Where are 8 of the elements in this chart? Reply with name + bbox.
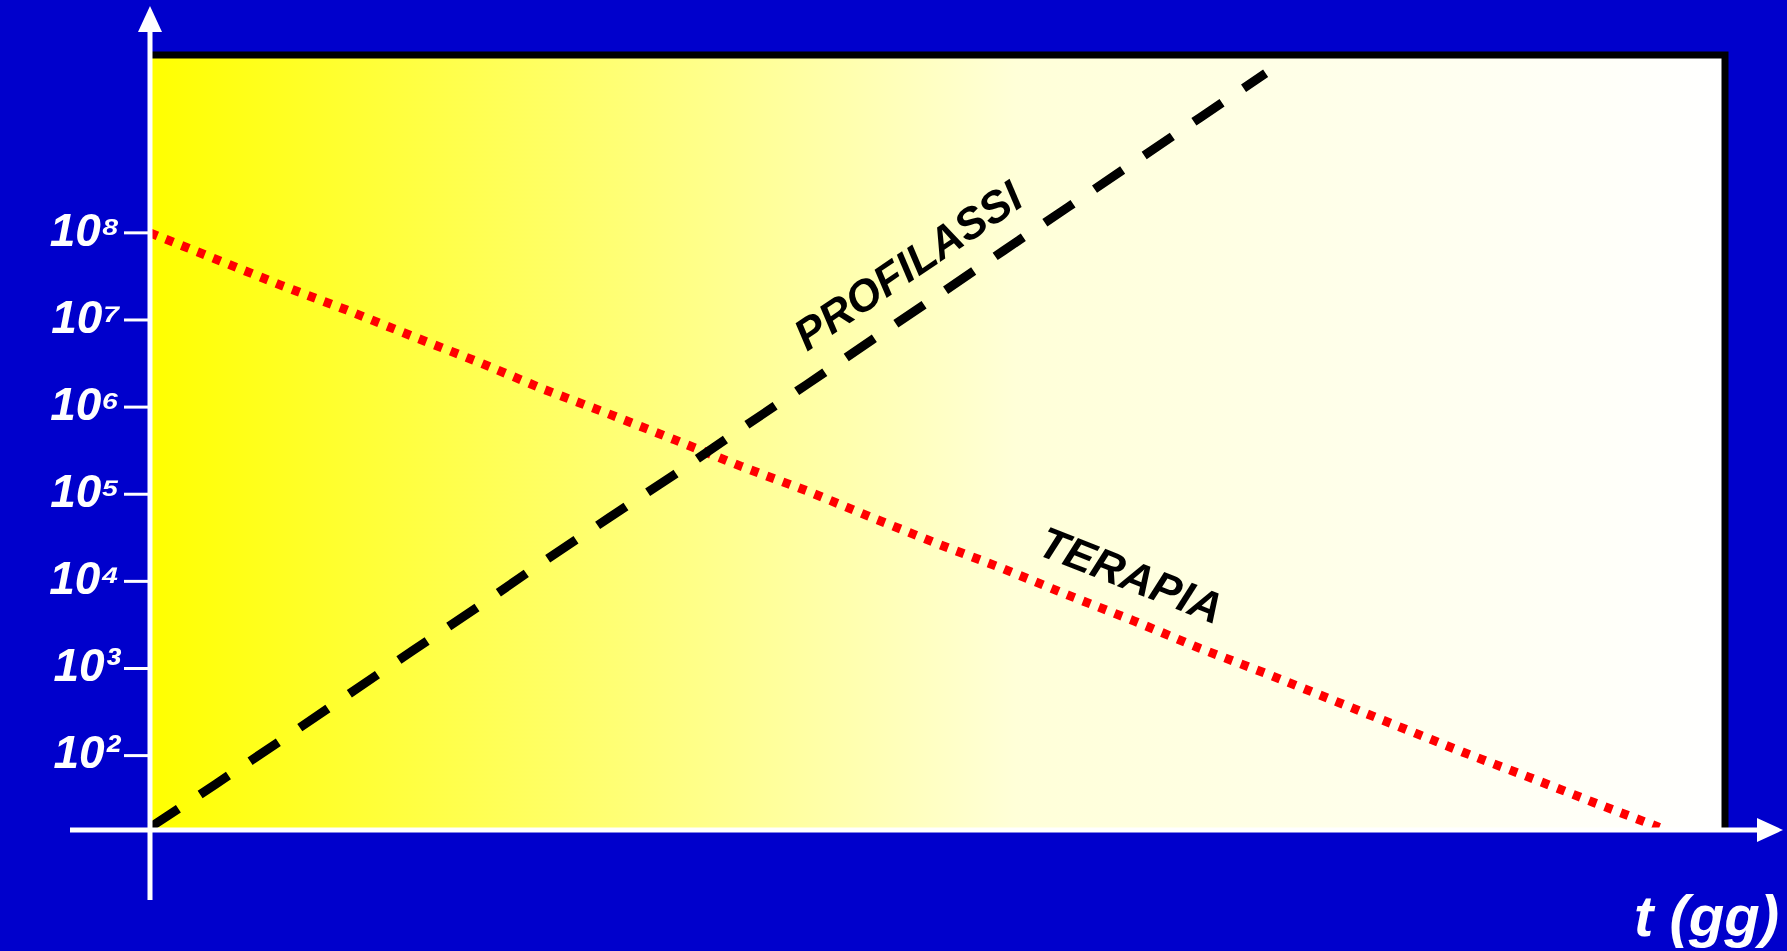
y-tick-label: 10⁵: [50, 464, 120, 517]
y-tick-label: 10²: [53, 726, 122, 779]
y-tick-label: 10⁸: [49, 203, 120, 256]
x-axis-title: t (gg): [1634, 883, 1779, 948]
y-tick-label: 10⁶: [50, 377, 120, 430]
y-tick-label: 10⁴: [49, 552, 120, 605]
y-tick-label: 10³: [53, 639, 122, 692]
y-tick-label: 10⁷: [51, 290, 121, 343]
